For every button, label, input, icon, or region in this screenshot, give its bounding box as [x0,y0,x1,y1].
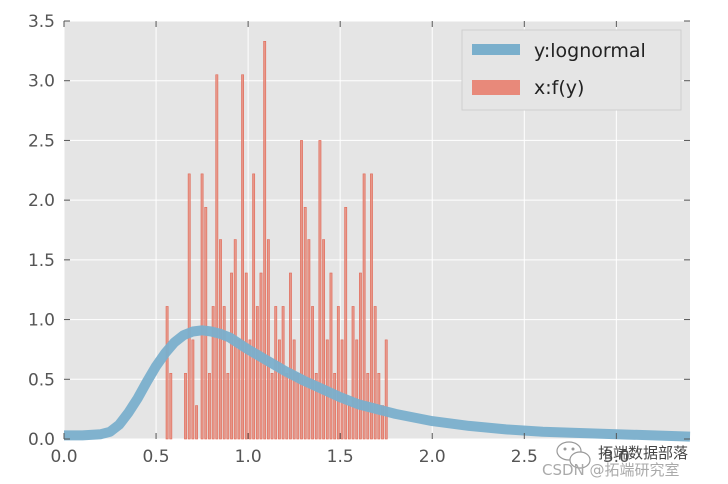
x-tick-label: 2.0 [419,447,446,467]
histogram-bar [292,339,296,440]
histogram-bar [314,373,318,440]
wechat-logo-icon [556,441,591,469]
histogram-bar [184,373,187,440]
histogram-bar [285,373,289,440]
x-tick-label: 2.5 [511,447,538,467]
histogram-bar [303,207,307,440]
histogram-bar [226,373,230,440]
legend-swatch-lognormal [472,44,520,55]
y-tick-label: 2.5 [28,131,55,151]
legend: y:lognormal x:f(y) [461,29,682,111]
histogram-bar [244,272,248,440]
histogram-bar [208,373,211,440]
histogram-bar [195,405,198,440]
histogram-bar [255,306,259,440]
watermark: 拓端数据部落 CSDN @拓端研究室 [542,441,688,479]
legend-label-lognormal: y:lognormal [534,40,646,62]
histogram-bar [311,306,314,440]
histogram-bar [318,140,322,440]
lognormal-line [64,325,691,442]
x-tick-label: 0.5 [143,447,170,467]
histogram-bar [329,272,333,440]
y-tick-label: 1.5 [28,251,55,271]
histogram-bar [300,140,303,440]
histogram-bar [230,272,233,440]
histogram-bar [384,339,388,440]
histogram-bar [322,239,326,440]
x-tick-label: 0.0 [50,447,77,467]
histogram-bar [274,306,278,440]
histogram-bar [263,41,267,440]
histogram-bar [237,339,241,440]
histogram-bar [215,74,219,440]
histogram-bar [200,173,204,440]
x-tick-label: 1.5 [327,447,354,467]
y-tick-label: 2.0 [28,191,55,211]
histogram-bar [373,306,377,440]
histogram-bar [169,373,173,440]
histogram-bar [165,306,169,440]
histogram-bar [278,339,281,440]
y-tick-label: 3.0 [28,72,55,92]
histogram-bar [362,173,366,440]
x-tick-label: 1.0 [235,447,262,467]
y-tick-label: 3.5 [28,12,55,32]
y-tick-label: 0.0 [28,430,55,450]
histogram-bar [248,339,252,440]
axis-ticks: 0.0 0.5 1.0 1.5 2.0 2.5 3.0 0.0 0.5 1.0 1.5 2.0 2.5 3… [28,12,690,467]
histogram-bar [191,339,195,440]
watermark-line-2: CSDN @拓端研究室 [542,461,680,479]
histogram-bar [241,74,244,440]
histogram-bar [266,239,270,440]
legend-swatch-fy [472,80,520,95]
watermark-line-1: 拓端数据部落 [598,444,688,462]
histogram-bar [340,339,344,440]
histogram-bar [347,405,351,440]
histogram-bar [336,306,340,440]
histogram-bar [307,239,311,440]
histogram-bar [355,339,359,440]
legend-box [461,29,682,111]
y-tick-label: 1.0 [28,311,55,331]
histogram-bar [370,173,373,440]
x-tick-label: 3.0 [603,447,630,467]
histogram-bar [187,173,191,440]
legend-label-fy: x:f(y) [534,77,584,99]
histogram-bar [270,373,274,440]
lognormal-curve [64,325,691,442]
histogram-bar [204,207,208,440]
histogram-bar [211,306,215,440]
histogram-bar [351,306,355,440]
y-tick-label: 0.5 [28,370,55,390]
histogram-bar [289,272,292,440]
histogram-bar [222,306,226,440]
histogram-bar [252,173,256,440]
histogram-bar [344,207,348,440]
histogram-bar [333,373,337,440]
histogram-bar [359,272,362,440]
